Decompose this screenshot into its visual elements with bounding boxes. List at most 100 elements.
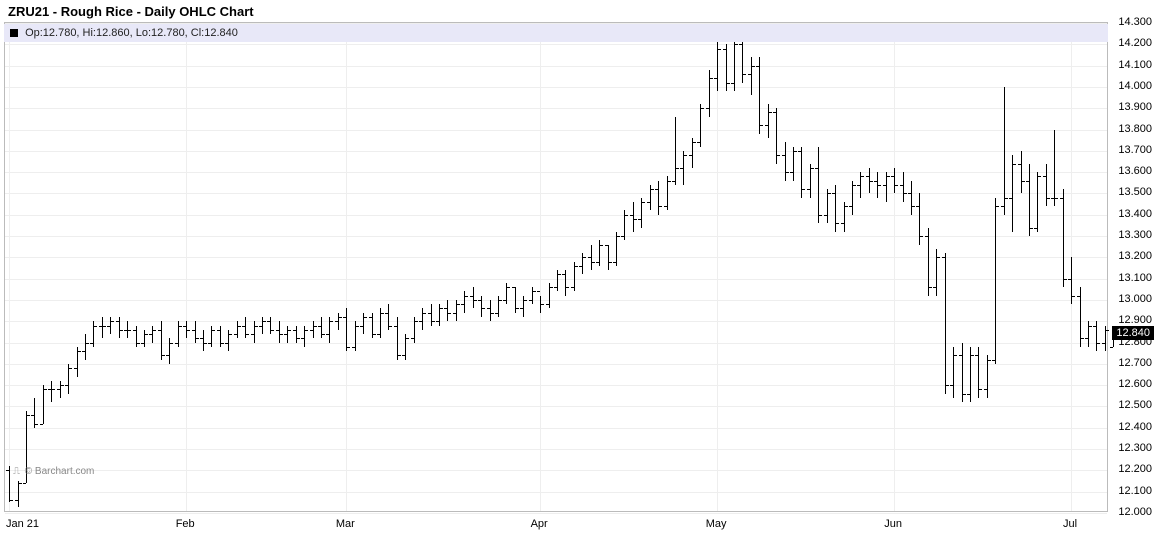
ohlc-close-tick <box>1022 181 1025 182</box>
ohlc-readout: Op:12.780, Hi:12.860, Lo:12.780, Cl:12.8… <box>4 24 1108 42</box>
ohlc-bar <box>1037 172 1038 232</box>
ohlc-close-tick <box>609 262 612 263</box>
ohlc-open-tick <box>175 343 178 344</box>
ohlc-bar <box>43 385 44 423</box>
ohlc-close-tick <box>524 300 527 301</box>
ohlc-open-tick <box>950 385 953 386</box>
ohlc-bar <box>1096 321 1097 351</box>
ohlc-close-tick <box>727 83 730 84</box>
ohlc-open-tick <box>1051 198 1054 199</box>
ohlc-open-tick <box>217 330 220 331</box>
y-tick-label: 12.900 <box>1118 314 1152 326</box>
ohlc-close-tick <box>457 304 460 305</box>
ohlc-open-tick <box>411 338 414 339</box>
plot-area[interactable]: ⎍ © Barchart.com <box>4 22 1108 512</box>
ohlc-open-tick <box>520 308 523 309</box>
ohlc-open-tick <box>959 355 962 356</box>
ohlc-close-tick <box>263 321 266 322</box>
ohlc-open-tick <box>310 330 313 331</box>
watermark: ⎍ © Barchart.com <box>13 466 94 477</box>
ohlc-open-tick <box>748 74 751 75</box>
ohlc-close-tick <box>533 291 536 292</box>
y-tick-label: 14.300 <box>1118 16 1152 28</box>
ohlc-open-tick <box>605 245 608 246</box>
ohlc-close-tick <box>432 321 435 322</box>
y-gridline <box>5 236 1107 237</box>
ohlc-close-tick <box>153 330 156 331</box>
ohlc-open-tick <box>1043 176 1046 177</box>
ohlc-close-tick <box>137 343 140 344</box>
ohlc-close-tick <box>701 108 704 109</box>
y-gridline <box>5 492 1107 493</box>
ohlc-open-tick <box>234 334 237 335</box>
ohlc-bar <box>903 172 904 202</box>
ohlc-close-tick <box>786 172 789 173</box>
ohlc-open-tick <box>680 168 683 169</box>
ohlc-close-tick <box>963 394 966 395</box>
y-axis: 12.00012.10012.20012.30012.40012.50012.6… <box>1108 22 1156 512</box>
y-tick-label: 12.200 <box>1118 463 1152 475</box>
ohlc-open-tick <box>23 483 26 484</box>
ohlc-open-tick <box>765 125 768 126</box>
last-price-badge: 12.840 <box>1112 326 1154 340</box>
ohlc-close-tick <box>676 168 679 169</box>
ohlc-close-tick <box>255 326 258 327</box>
ohlc-open-tick <box>478 300 481 301</box>
ohlc-close-tick <box>507 287 510 288</box>
ohlc-close-tick <box>583 257 586 258</box>
ohlc-open-tick <box>208 343 211 344</box>
ohlc-bar <box>473 287 474 308</box>
ohlc-bar <box>945 253 946 394</box>
ohlc-open-tick <box>824 215 827 216</box>
ohlc-open-tick <box>975 355 978 356</box>
ohlc-close-tick <box>929 287 932 288</box>
ohlc-open-tick <box>1077 296 1080 297</box>
ohlc-bar <box>119 317 120 338</box>
ohlc-close-tick <box>10 500 13 501</box>
y-gridline <box>5 172 1107 173</box>
x-axis: Jan 21FebMarAprMayJunJul <box>4 512 1108 542</box>
ohlc-close-tick <box>499 300 502 301</box>
ohlc-open-tick <box>571 287 574 288</box>
ohlc-open-tick <box>621 236 624 237</box>
ohlc-close-tick <box>406 338 409 339</box>
ohlc-close-tick <box>271 330 274 331</box>
ohlc-close-tick <box>895 185 898 186</box>
ohlc-bar <box>304 326 305 347</box>
ohlc-bar <box>894 168 895 194</box>
ohlc-open-tick <box>782 155 785 156</box>
ohlc-close-tick <box>322 334 325 335</box>
ohlc-open-tick <box>124 330 127 331</box>
ohlc-bar <box>1021 151 1022 194</box>
ohlc-open-tick <box>849 206 852 207</box>
ohlc-close-tick <box>314 326 317 327</box>
ohlc-close-tick <box>52 389 55 390</box>
ohlc-open-tick <box>512 287 515 288</box>
ohlc-bar <box>110 317 111 334</box>
ohlc-close-tick <box>541 304 544 305</box>
ohlc-bar <box>279 321 280 342</box>
y-gridline <box>5 364 1107 365</box>
x-tick-label: May <box>706 518 727 530</box>
ohlc-open-tick <box>495 313 498 314</box>
ohlc-open-tick <box>866 176 869 177</box>
ohlc-close-tick <box>710 78 713 79</box>
x-gridline <box>346 23 347 511</box>
ohlc-close-tick <box>1081 338 1084 339</box>
ohlc-close-tick <box>1038 176 1041 177</box>
ohlc-bar <box>506 283 507 304</box>
ohlc-bar <box>591 245 592 271</box>
ohlc-close-tick <box>94 326 97 327</box>
ohlc-close-tick <box>120 330 123 331</box>
ohlc-bar <box>742 40 743 83</box>
ohlc-bar <box>220 326 221 347</box>
ohlc-open-tick <box>503 300 506 301</box>
ohlc-close-tick <box>634 219 637 220</box>
ohlc-bar <box>1054 130 1055 207</box>
ohlc-close-tick <box>870 181 873 182</box>
y-tick-label: 13.300 <box>1118 229 1152 241</box>
y-gridline <box>5 470 1107 471</box>
ohlc-close-tick <box>861 176 864 177</box>
ohlc-bar <box>338 313 339 330</box>
ohlc-bar <box>152 326 153 343</box>
